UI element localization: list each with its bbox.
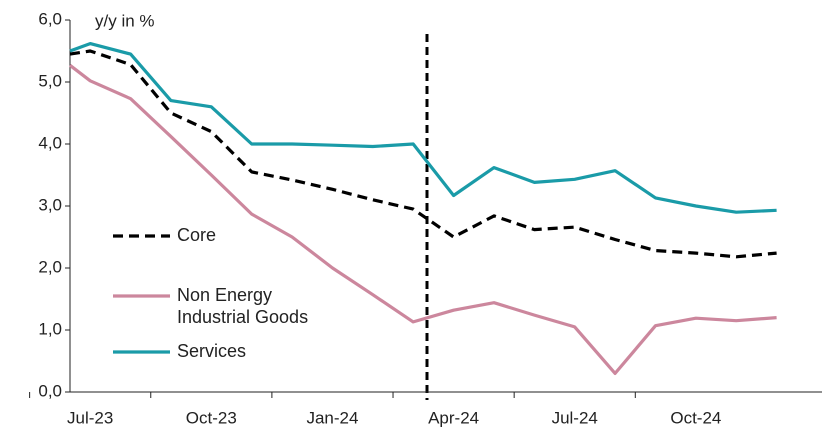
annotation: y/y in %	[95, 11, 155, 30]
y-tick-label: 6,0	[38, 9, 62, 28]
x-tick-label: Jul-23	[67, 408, 113, 427]
y-tick-label: 5,0	[38, 71, 62, 90]
legend-label: Core	[177, 225, 217, 245]
series-line	[69, 49, 777, 259]
legend-label: Services	[177, 341, 247, 361]
y-tick-label: 1,0	[38, 319, 62, 338]
series-line	[69, 64, 777, 375]
x-tick-label: Jan-24	[306, 408, 358, 427]
y-tick-label: 2,0	[38, 257, 62, 276]
series-line	[69, 41, 777, 214]
x-tick-label: Apr-24	[428, 408, 479, 427]
x-tick-label: Jul-24	[552, 408, 598, 427]
y-tick-label: 4,0	[38, 133, 62, 152]
legend-label: Non Energy Industrial Goods	[177, 285, 309, 327]
y-tick-label: 3,0	[38, 195, 62, 214]
x-tick-label: Oct-24	[670, 408, 721, 427]
y-tick-label: 0,0	[38, 381, 62, 400]
x-tick-label: Oct-23	[186, 408, 237, 427]
